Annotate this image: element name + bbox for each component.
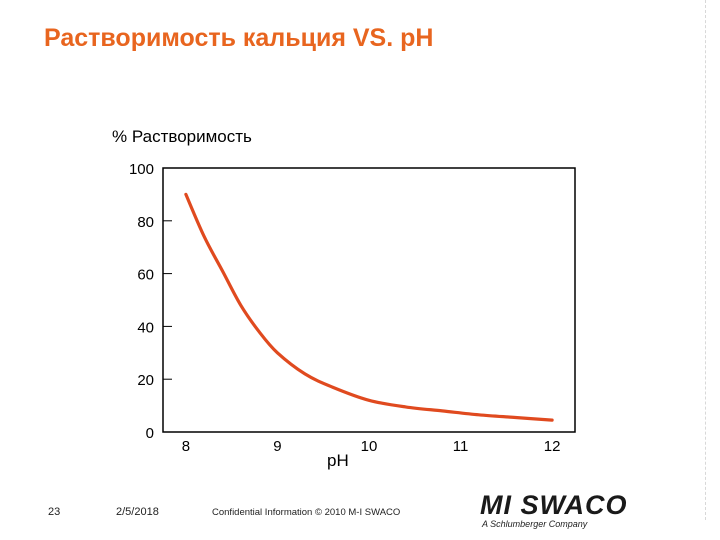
footer-confidential: Confidential Information © 2010 M-I SWAC… [212,507,401,518]
y-tick-label: 0 [146,425,154,442]
right-divider [705,0,706,520]
x-axis-label: pH [327,451,349,470]
chart-svg: % Растворимость pH 0 20 40 60 80 100 8 9 10 11 12 [112,127,576,470]
mi-swaco-logo: MI SWACO A Schlumberger Company [478,490,688,534]
logo-subtext: A Schlumberger Company [482,519,588,529]
footer-date: 2/5/2018 [116,506,159,518]
y-tick-label: 100 [129,161,154,178]
x-tick-label: 8 [182,438,190,455]
series-line [184,192,554,422]
axis-ticks: 0 20 40 60 80 100 8 9 10 11 12 [129,161,560,455]
x-tick-label: 10 [361,438,378,455]
x-tick-label: 9 [273,438,281,455]
solubility-chart: % Растворимость pH 0 20 40 60 80 100 8 9 10 11 12 [0,110,720,480]
page-number: 23 [48,506,61,518]
logo-wordmark: MI SWACO [480,490,628,520]
plot-frame [162,167,576,433]
y-tick-label: 80 [137,214,154,231]
y-axis-label: % Растворимость [112,127,252,146]
page-title: Растворимость кальция VS. pH [44,24,434,52]
x-tick-label: 12 [544,438,561,455]
y-tick-label: 60 [137,267,154,284]
y-tick-label: 20 [137,372,154,389]
y-tick-label: 40 [137,319,154,336]
x-tick-label: 11 [453,438,469,455]
